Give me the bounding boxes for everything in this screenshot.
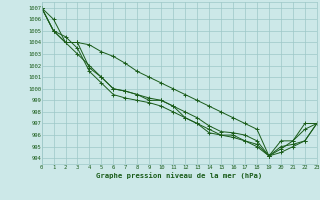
X-axis label: Graphe pression niveau de la mer (hPa): Graphe pression niveau de la mer (hPa) [96,172,262,179]
